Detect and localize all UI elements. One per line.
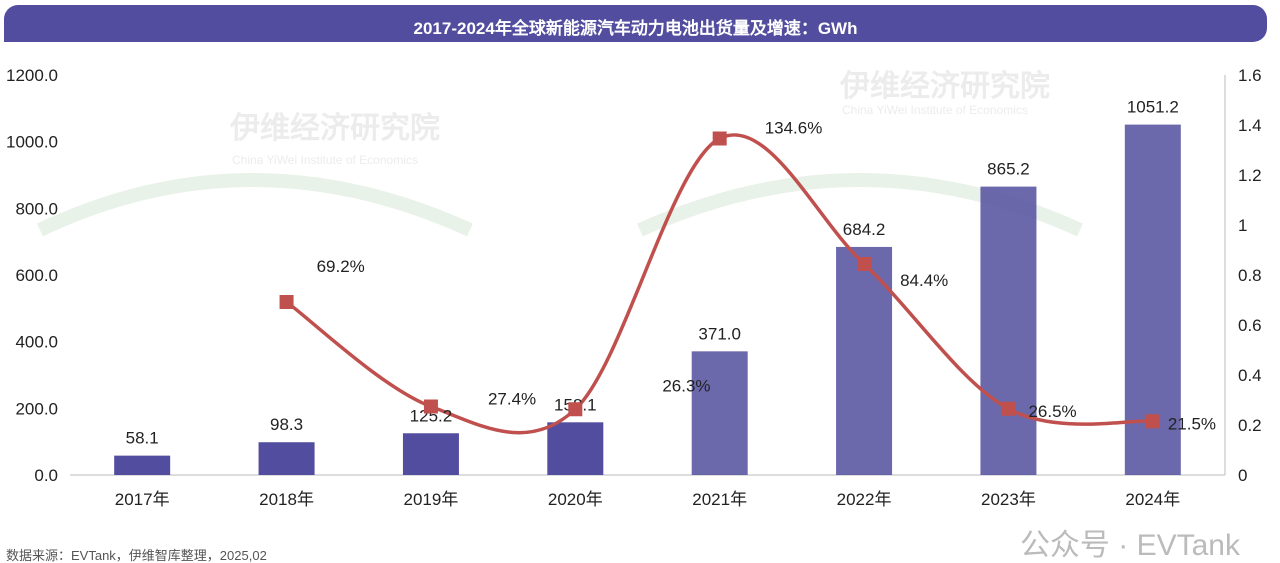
right-tick-label: 1.2: [1238, 166, 1262, 185]
right-tick-label: 0.6: [1238, 316, 1262, 335]
growth-data-label: 21.5%: [1168, 414, 1216, 433]
growth-data-label: 84.4%: [900, 271, 948, 290]
right-tick-label: 1.4: [1238, 116, 1262, 135]
right-tick-label: 1: [1238, 216, 1247, 235]
right-tick-label: 0.4: [1238, 366, 1262, 385]
watermark-subtext: China YiWei Institute of Economics: [232, 153, 418, 167]
x-tick-label: 2020年: [548, 490, 603, 509]
x-tick-label: 2018年: [259, 490, 314, 509]
left-tick-label: 200.0: [15, 399, 58, 418]
bar: [547, 422, 604, 475]
watermark-logo-swoosh: [36, 173, 473, 237]
x-tick-label: 2022年: [837, 490, 892, 509]
growth-marker: [1001, 401, 1016, 416]
left-tick-label: 800.0: [15, 199, 58, 218]
bar-data-label: 684.2: [843, 220, 886, 239]
bar-data-label: 98.3: [270, 415, 303, 434]
left-tick-label: 1000.0: [6, 133, 58, 152]
left-tick-label: 0.0: [34, 466, 58, 485]
growth-marker: [423, 399, 438, 414]
right-tick-label: 0: [1238, 466, 1247, 485]
growth-marker: [1145, 414, 1160, 429]
bar: [980, 186, 1037, 475]
bar-data-label: 865.2: [987, 160, 1030, 179]
growth-data-label: 69.2%: [317, 257, 365, 276]
x-tick-label: 2023年: [981, 490, 1036, 509]
watermark-text: 伊维经济研究院: [839, 69, 1050, 103]
right-tick-label: 0.8: [1238, 266, 1262, 285]
growth-data-label: 134.6%: [765, 119, 823, 138]
growth-marker: [279, 295, 294, 309]
x-tick-label: 2024年: [1125, 490, 1180, 509]
bar-data-label: 1051.2: [1127, 98, 1179, 117]
bar-data-label: 125.2: [410, 406, 453, 425]
growth-marker: [857, 257, 872, 271]
bar: [402, 433, 459, 475]
bar: [114, 455, 171, 475]
right-tick-label: 0.2: [1238, 416, 1262, 435]
left-tick-label: 400.0: [15, 333, 58, 352]
bar: [836, 246, 893, 475]
watermark-subtext: China YiWei Institute of Economics: [842, 103, 1028, 117]
growth-data-label: 27.4%: [488, 390, 536, 409]
x-tick-label: 2019年: [404, 490, 459, 509]
watermark-text: 伊维经济研究院: [229, 111, 440, 145]
growth-data-label: 26.3%: [662, 376, 710, 395]
wechat-watermark: 公众号 · EVTank: [1019, 529, 1240, 562]
x-tick-label: 2021年: [692, 490, 747, 509]
bar-data-label: 58.1: [126, 429, 159, 448]
growth-marker: [712, 131, 727, 146]
title-bar: 2017-2024年全球新能源汽车动力电池出货量及增速：GWh: [4, 5, 1267, 42]
x-tick-label: 2017年: [115, 490, 170, 509]
bar: [691, 351, 748, 475]
bar: [258, 442, 315, 475]
left-tick-label: 1200.0: [6, 66, 58, 85]
chart-title: 2017-2024年全球新能源汽车动力电池出货量及增速：GWh: [413, 19, 858, 38]
left-tick-label: 600.0: [15, 266, 58, 285]
growth-data-label: 26.5%: [1028, 402, 1076, 421]
bar-data-label: 371.0: [698, 324, 741, 343]
source-note: 数据来源：EVTank，伊维智库整理，2025,02: [6, 548, 267, 563]
growth-marker: [568, 402, 583, 417]
right-tick-label: 1.6: [1238, 66, 1262, 85]
